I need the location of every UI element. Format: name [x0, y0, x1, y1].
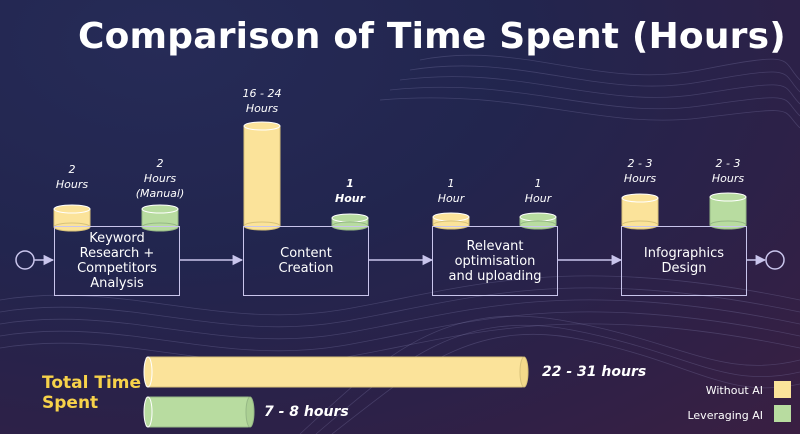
step-label-line: Research + — [79, 246, 155, 261]
step-label-line: Creation — [278, 261, 334, 276]
legend-swatch-without-ai — [774, 381, 791, 398]
step-label-line: Infographics — [643, 246, 725, 261]
total-bar-without-ai — [143, 356, 529, 388]
legend-label-without-ai: Without AI — [705, 384, 763, 397]
step-label-line: Content — [280, 246, 332, 261]
cylinder-without-ai — [243, 121, 281, 231]
total-bar-leveraging-ai — [143, 396, 255, 428]
cylinder-leveraging-ai — [141, 204, 179, 232]
cylinder-without-ai — [621, 193, 659, 230]
step-label-line: Keyword — [89, 231, 145, 246]
step-label-line: optimisation — [454, 253, 536, 269]
step-label-line: and uploading — [448, 268, 542, 284]
step-box-optimisation: Relevant optimisation and uploading — [432, 226, 558, 296]
step-box-content-creation: Content Creation — [243, 226, 369, 296]
step-box-keyword-research: Keyword Research + Competitors Analysis — [54, 226, 180, 296]
step-box-infographics: Infographics Design — [621, 226, 747, 296]
time-label-without-ai: 2 - 3 Hours — [623, 157, 657, 185]
time-label-without-ai: 2 Hours — [55, 163, 89, 191]
total-leveraging-ai-label: 7 - 8 hours — [264, 404, 349, 420]
start-node — [15, 250, 35, 270]
cylinder-without-ai — [432, 212, 470, 230]
time-label-leveraging-ai: 2 Hours (Manual) — [135, 157, 185, 200]
total-without-ai-label: 22 - 31 hours — [542, 364, 647, 380]
page-title: Comparison of Time Spent (Hours) — [78, 16, 786, 57]
step-label-line: Design — [661, 261, 707, 276]
time-label-without-ai: 16 - 24 Hours — [242, 87, 282, 115]
time-label-leveraging-ai: 2 - 3 Hours — [711, 157, 745, 185]
legend-swatch-leveraging-ai — [774, 405, 791, 422]
cylinder-leveraging-ai — [709, 192, 747, 230]
legend-label-leveraging-ai: Leveraging AI — [687, 409, 763, 422]
step-label-line: Competitors — [77, 261, 157, 276]
step-label-line: Analysis — [90, 276, 144, 291]
cylinder-leveraging-ai — [519, 212, 557, 230]
end-node — [765, 250, 785, 270]
time-label-without-ai: 1 Hour — [437, 177, 465, 205]
step-label-line: Relevant — [466, 238, 524, 254]
total-time-title: Total Time Spent — [42, 373, 142, 413]
time-label-leveraging-ai: 1 Hour — [524, 177, 552, 205]
time-label-leveraging-ai: 1 Hour — [334, 177, 366, 205]
